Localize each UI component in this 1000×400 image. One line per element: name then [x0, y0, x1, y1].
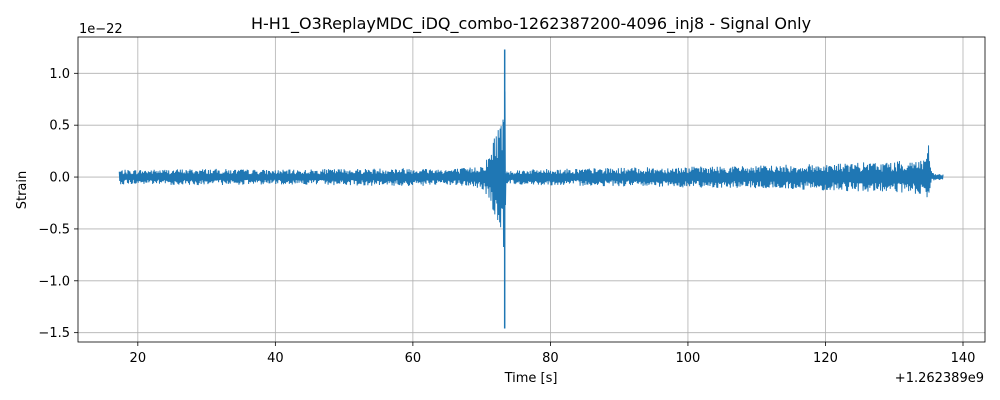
strain-trace	[118, 91, 944, 247]
x-offset-label: +1.262389e9	[895, 371, 984, 386]
y-axis-label: Strain	[15, 171, 30, 210]
y-tick-label: 1.0	[49, 67, 70, 82]
chart-title: H-H1_O3ReplayMDC_iDQ_combo-1262387200-40…	[251, 14, 811, 34]
x-tick-label: 120	[813, 351, 838, 366]
x-tick-label: 20	[130, 351, 147, 366]
x-axis-label: Time [s]	[504, 371, 558, 386]
x-tick-label: 80	[542, 351, 559, 366]
x-axis: 20 40 60 80 100 120 140	[130, 342, 976, 366]
x-tick-label: 100	[676, 351, 701, 366]
y-tick-label: 0.0	[49, 171, 70, 186]
plot-frame	[77, 36, 986, 343]
y-axis: −1.5 −1.0 −0.5 0.0 0.5 1.0	[38, 67, 78, 341]
y-tick-label: 0.5	[49, 119, 70, 134]
x-tick-label: 40	[267, 351, 284, 366]
x-tick-label: 140	[951, 351, 976, 366]
y-tick-label: −1.5	[38, 326, 70, 341]
y-scale-label: 1e−22	[79, 22, 123, 37]
y-tick-label: −1.0	[38, 274, 70, 289]
x-tick-label: 60	[405, 351, 422, 366]
series-strain	[118, 49, 944, 329]
y-tick-label: −0.5	[38, 222, 70, 237]
